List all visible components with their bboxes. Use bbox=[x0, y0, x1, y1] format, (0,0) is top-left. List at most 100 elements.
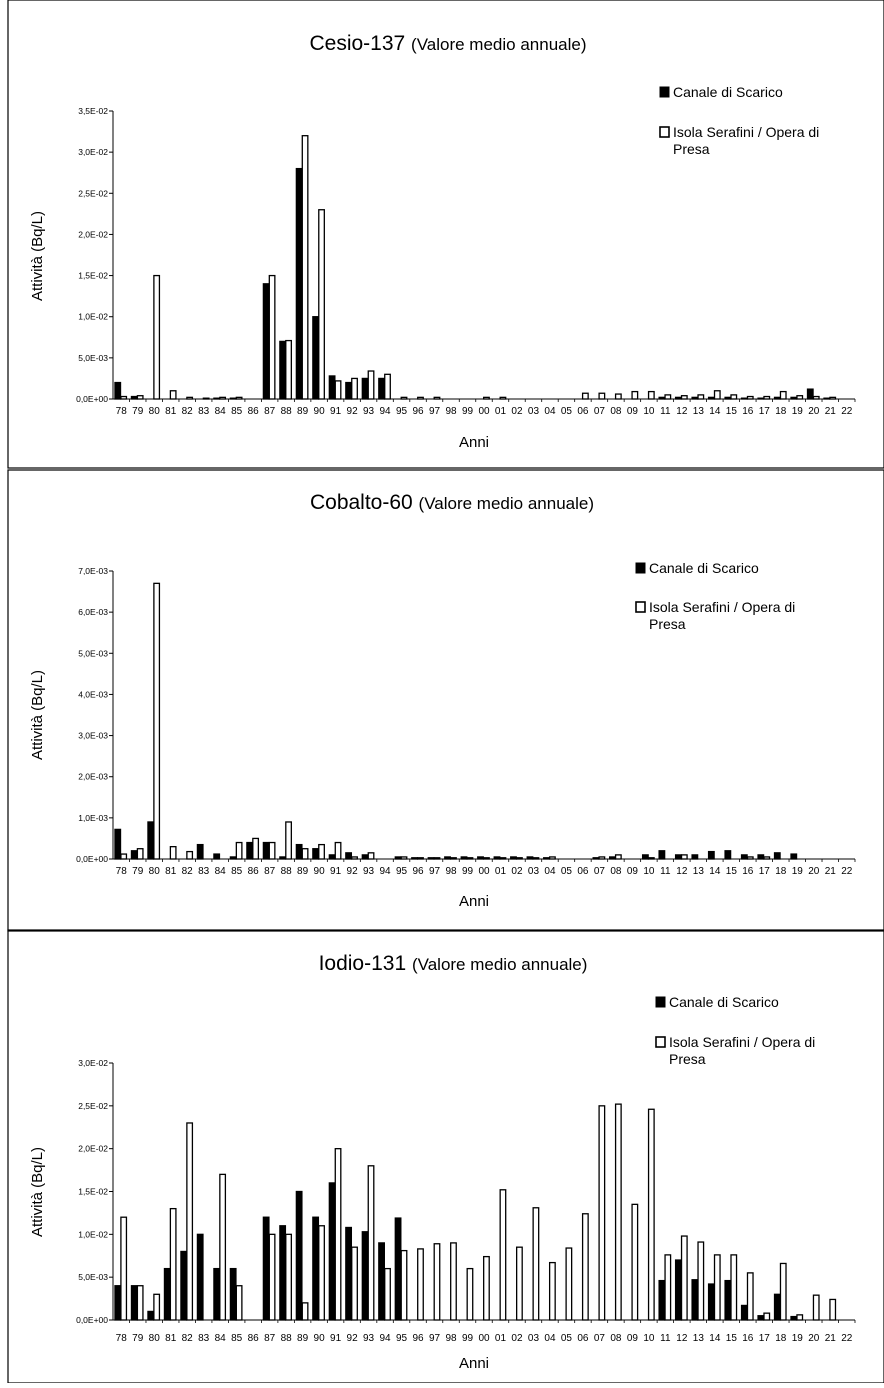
bar-canale-83 bbox=[196, 1233, 204, 1321]
x-tick-label: 20 bbox=[808, 866, 820, 877]
bar-isola-81 bbox=[169, 1207, 177, 1321]
bar-canale-07 bbox=[592, 857, 600, 860]
bar-canale-13 bbox=[691, 1279, 699, 1321]
bar-canale-90 bbox=[312, 848, 320, 860]
bar-canale-15 bbox=[724, 850, 732, 860]
x-tick-label: 19 bbox=[792, 866, 804, 877]
bar-isola-00 bbox=[483, 1255, 490, 1321]
legend-label-isola-line2: Presa bbox=[673, 141, 710, 157]
legend-swatch-isola bbox=[655, 1036, 666, 1048]
x-tick-label: 87 bbox=[264, 1333, 276, 1344]
bar-isola-90 bbox=[318, 843, 325, 860]
bar-isola-20 bbox=[812, 395, 820, 400]
x-tick-label: 17 bbox=[759, 406, 771, 417]
bar-isola-21 bbox=[829, 396, 837, 400]
x-tick-label: 99 bbox=[462, 1333, 474, 1344]
y-tick-label: 4,0E-03 bbox=[78, 689, 108, 699]
x-tick-label: 12 bbox=[676, 866, 688, 877]
bar-canale-16 bbox=[740, 1304, 748, 1321]
bar-isola-91 bbox=[334, 841, 342, 860]
x-tick-label: 01 bbox=[495, 406, 507, 417]
bar-isola-78 bbox=[120, 853, 128, 860]
x-tick-label: 21 bbox=[825, 406, 837, 417]
bar-canale-79 bbox=[130, 395, 138, 400]
y-tick-label: 2,0E-03 bbox=[78, 772, 108, 782]
x-tick-label: 13 bbox=[693, 406, 705, 417]
x-tick-label: 11 bbox=[660, 406, 671, 417]
bar-isola-96 bbox=[417, 857, 424, 860]
bar-isola-85 bbox=[235, 841, 243, 860]
bar-isola-78 bbox=[120, 395, 128, 400]
y-tick-label: 1,0E-02 bbox=[78, 312, 108, 322]
bar-canale-21 bbox=[823, 397, 831, 400]
bar-canale-15 bbox=[724, 1279, 732, 1321]
bar-isola-00 bbox=[483, 396, 490, 400]
x-tick-label: 86 bbox=[248, 1333, 260, 1344]
bar-isola-87 bbox=[268, 1233, 276, 1321]
bar-isola-95 bbox=[400, 1249, 408, 1321]
bar-isola-01 bbox=[499, 396, 507, 400]
x-tick-label: 93 bbox=[363, 406, 375, 417]
bar-canale-97 bbox=[427, 857, 435, 860]
bar-canale-84 bbox=[213, 853, 221, 860]
bar-isola-04 bbox=[548, 856, 556, 860]
bar-canale-94 bbox=[378, 1242, 385, 1321]
bar-isola-85 bbox=[235, 396, 243, 400]
bar-isola-12 bbox=[680, 854, 688, 860]
bar-isola-10 bbox=[647, 1108, 655, 1321]
bar-canale-79 bbox=[130, 850, 138, 860]
bar-canale-17 bbox=[757, 854, 765, 860]
bar-canale-84 bbox=[213, 397, 221, 400]
x-tick-label: 95 bbox=[396, 406, 408, 417]
bar-isola-86 bbox=[252, 837, 260, 860]
bar-isola-79 bbox=[136, 395, 144, 400]
legend-label-isola-line1: Isola Serafini / Opera di bbox=[649, 599, 795, 615]
y-tick-label: 2,5E-02 bbox=[78, 188, 108, 198]
x-tick-label: 85 bbox=[231, 1333, 243, 1344]
x-tick-label: 89 bbox=[297, 866, 309, 877]
x-tick-label: 11 bbox=[660, 1333, 671, 1344]
x-tick-label: 88 bbox=[281, 406, 293, 417]
bar-canale-02 bbox=[510, 856, 517, 860]
bar-canale-18 bbox=[773, 396, 781, 400]
legend-swatch-isola bbox=[635, 601, 646, 613]
x-tick-label: 85 bbox=[231, 866, 243, 877]
bar-isola-98 bbox=[450, 1242, 457, 1321]
bar-canale-85 bbox=[229, 397, 237, 400]
x-tick-label: 05 bbox=[561, 1333, 573, 1344]
y-axis-label: Attività (Bq/L) bbox=[29, 670, 46, 760]
bar-isola-11 bbox=[664, 394, 672, 400]
bar-canale-87 bbox=[262, 1216, 270, 1321]
x-tick-label: 18 bbox=[775, 866, 787, 877]
bar-isola-83 bbox=[202, 397, 210, 400]
x-tick-label: 81 bbox=[165, 1333, 177, 1344]
bar-isola-16 bbox=[746, 856, 754, 860]
bar-canale-86 bbox=[246, 841, 254, 860]
x-tick-label: 80 bbox=[149, 406, 161, 417]
x-tick-label: 10 bbox=[643, 866, 655, 877]
x-tick-label: 83 bbox=[198, 406, 210, 417]
chart-title-subtitle: (Valore medio annuale) bbox=[411, 35, 586, 54]
x-tick-label: 02 bbox=[511, 406, 523, 417]
bar-isola-19 bbox=[796, 395, 804, 400]
bar-canale-19 bbox=[790, 1315, 798, 1321]
bar-canale-85 bbox=[229, 1267, 237, 1321]
bar-isola-12 bbox=[680, 395, 688, 400]
chart-panel-2: Iodio-131 (Valore medio annuale) 0,0E+00 5… bbox=[7, 929, 884, 1384]
x-tick-label: 85 bbox=[231, 406, 243, 417]
x-tick-label: 94 bbox=[380, 866, 392, 877]
y-tick-label: 5,0E-03 bbox=[78, 353, 108, 363]
x-tick-label: 18 bbox=[775, 1333, 787, 1344]
x-tick-label: 07 bbox=[594, 866, 606, 877]
x-tick-label: 00 bbox=[478, 406, 490, 417]
x-tick-label: 09 bbox=[627, 866, 639, 877]
bar-canale-95 bbox=[394, 1217, 402, 1321]
x-tick-label: 02 bbox=[511, 1333, 523, 1344]
bar-canale-87 bbox=[262, 841, 270, 860]
bar-canale-18 bbox=[773, 1293, 781, 1321]
x-tick-label: 19 bbox=[792, 406, 804, 417]
chart-title-main: Cesio-137 bbox=[309, 32, 411, 55]
bar-canale-93 bbox=[361, 1231, 369, 1321]
bar-isola-09 bbox=[631, 390, 639, 400]
